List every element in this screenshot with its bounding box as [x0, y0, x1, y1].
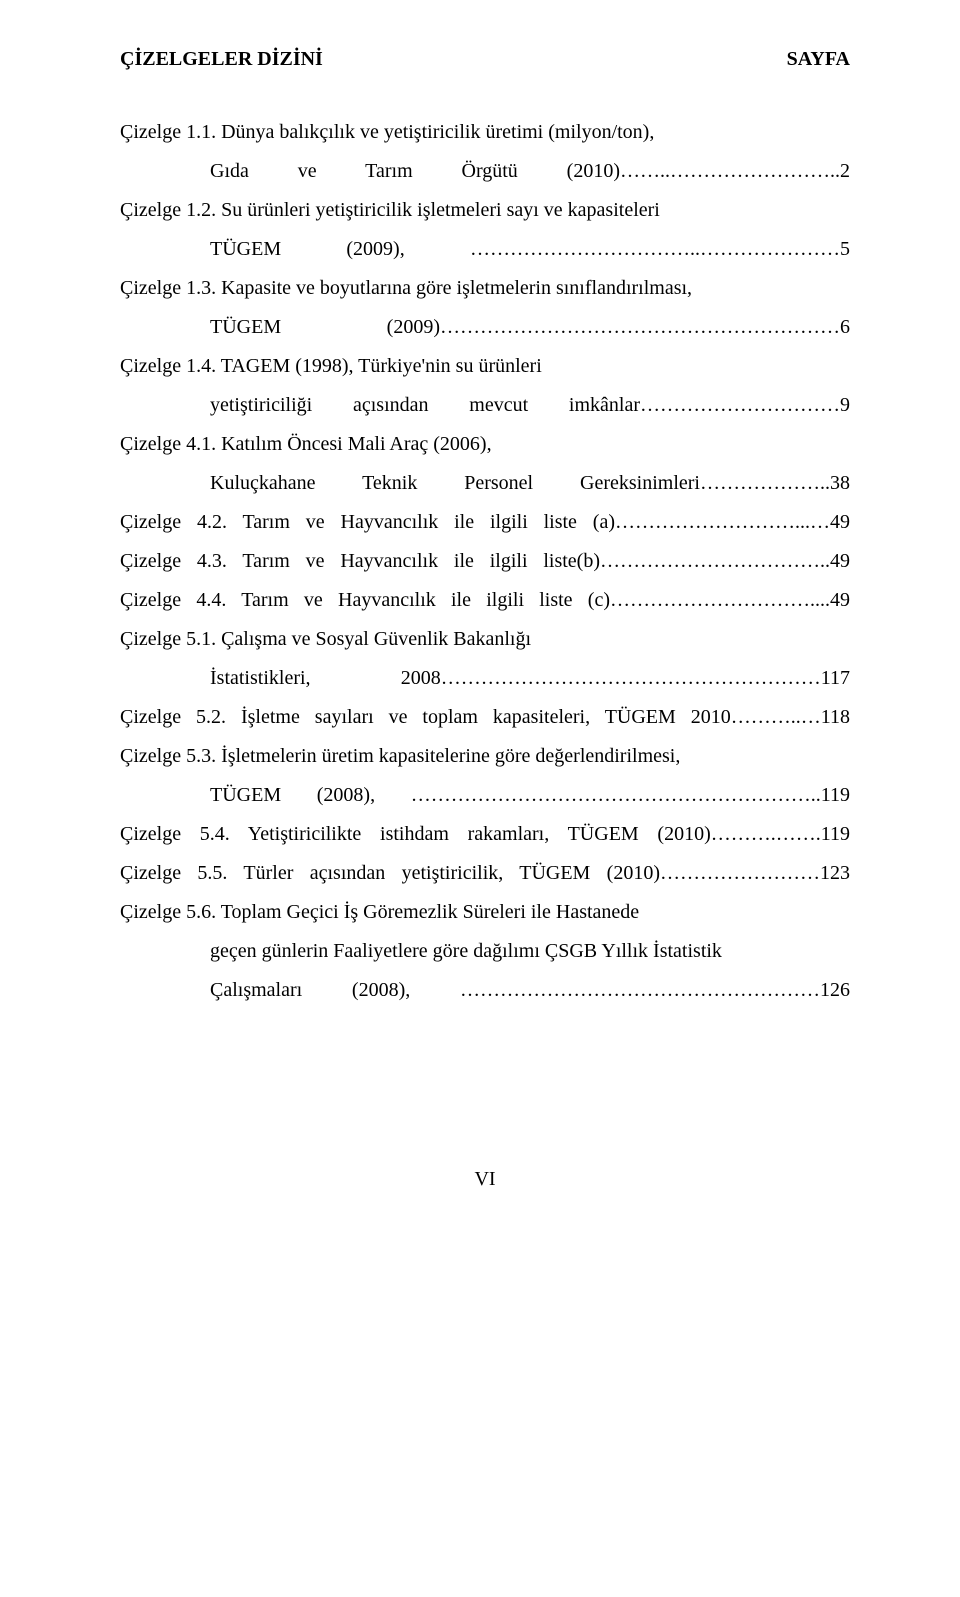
- toc-entry: Çizelge 5.5. Türler açısından yetiştiric…: [120, 854, 850, 893]
- entry-line: Çizelge 5.1. Çalışma ve Sosyal Güvenlik …: [120, 620, 850, 659]
- toc-entry: Çizelge 4.4. Tarım ve Hayvancılık ile il…: [120, 581, 850, 620]
- toc-header: ÇİZELGELER DİZİNİ SAYFA: [120, 40, 850, 79]
- toc-entry: Çizelge 5.1. Çalışma ve Sosyal Güvenlik …: [120, 620, 850, 698]
- entry-line: Kuluçkahane Teknik Personel Gereksinimle…: [120, 464, 850, 503]
- toc-entry: Çizelge 1.2. Su ürünleri yetiştiricilik …: [120, 191, 850, 269]
- entry-line: Çizelge 5.3. İşletmelerin üretim kapasit…: [120, 737, 850, 776]
- toc-entry: Çizelge 5.3. İşletmelerin üretim kapasit…: [120, 737, 850, 815]
- entry-line: Çizelge 5.2. İşletme sayıları ve toplam …: [120, 698, 850, 737]
- entry-line: TÜGEM (2009), ……………………………..…………………5: [120, 230, 850, 269]
- toc-entry: Çizelge 4.2. Tarım ve Hayvancılık ile il…: [120, 503, 850, 542]
- entry-line: Çizelge 1.2. Su ürünleri yetiştiricilik …: [120, 191, 850, 230]
- toc-entry: Çizelge 5.6. Toplam Geçici İş Göremezlik…: [120, 893, 850, 1010]
- entry-line: İstatistikleri, 2008…………………………………………………1…: [120, 659, 850, 698]
- toc-entry: Çizelge 1.3. Kapasite ve boyutlarına gör…: [120, 269, 850, 347]
- entry-line: Çizelge 1.4. TAGEM (1998), Türkiye'nin s…: [120, 347, 850, 386]
- toc-entry: Çizelge 5.4. Yetiştiricilikte istihdam r…: [120, 815, 850, 854]
- toc-entry: Çizelge 4.3. Tarım ve Hayvancılık ile il…: [120, 542, 850, 581]
- entry-line: TÜGEM (2008), ……………………………………………………..119: [120, 776, 850, 815]
- entry-line: Çizelge 4.4. Tarım ve Hayvancılık ile il…: [120, 581, 850, 620]
- entry-line: geçen günlerin Faaliyetlere göre dağılım…: [120, 932, 850, 971]
- toc-entry: Çizelge 5.2. İşletme sayıları ve toplam …: [120, 698, 850, 737]
- entry-line: yetiştiriciliği açısından mevcut imkânla…: [120, 386, 850, 425]
- toc-entry: Çizelge 1.4. TAGEM (1998), Türkiye'nin s…: [120, 347, 850, 425]
- toc-entry: Çizelge 1.1. Dünya balıkçılık ve yetişti…: [120, 113, 850, 191]
- entry-line: Gıda ve Tarım Örgütü (2010)……..…………………….…: [120, 152, 850, 191]
- entry-line: Çizelge 1.3. Kapasite ve boyutlarına gör…: [120, 269, 850, 308]
- header-left: ÇİZELGELER DİZİNİ: [120, 40, 323, 79]
- toc-entries: Çizelge 1.1. Dünya balıkçılık ve yetişti…: [120, 113, 850, 1010]
- header-right: SAYFA: [787, 40, 850, 79]
- entry-line: Çizelge 1.1. Dünya balıkçılık ve yetişti…: [120, 113, 850, 152]
- entry-line: Çizelge 5.4. Yetiştiricilikte istihdam r…: [120, 815, 850, 854]
- entry-line: Çizelge 4.2. Tarım ve Hayvancılık ile il…: [120, 503, 850, 542]
- entry-line: Çizelge 4.3. Tarım ve Hayvancılık ile il…: [120, 542, 850, 581]
- entry-line: Çizelge 5.6. Toplam Geçici İş Göremezlik…: [120, 893, 850, 932]
- entry-line: TÜGEM (2009)……………………………………………………6: [120, 308, 850, 347]
- entry-line: Çizelge 4.1. Katılım Öncesi Mali Araç (2…: [120, 425, 850, 464]
- entry-line: Çalışmaları (2008), ………………………………………………12…: [120, 971, 850, 1010]
- toc-entry: Çizelge 4.1. Katılım Öncesi Mali Araç (2…: [120, 425, 850, 503]
- entry-line: Çizelge 5.5. Türler açısından yetiştiric…: [120, 854, 850, 893]
- page-number: VI: [120, 1160, 850, 1199]
